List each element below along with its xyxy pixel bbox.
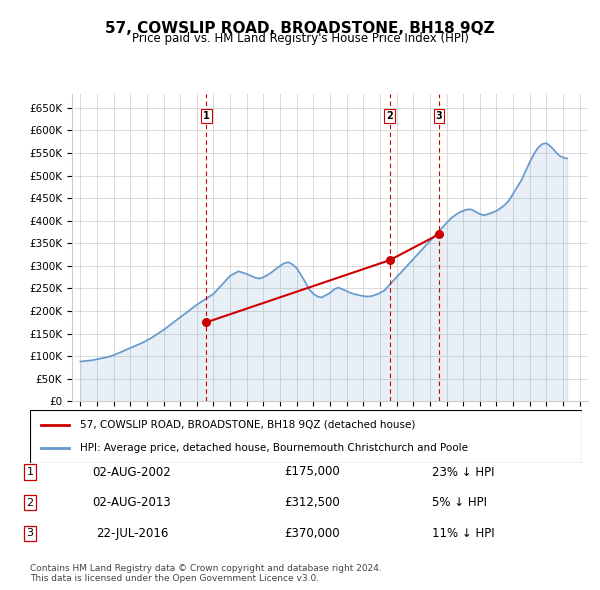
Text: Contains HM Land Registry data © Crown copyright and database right 2024.
This d: Contains HM Land Registry data © Crown c… bbox=[30, 563, 382, 583]
Text: HPI: Average price, detached house, Bournemouth Christchurch and Poole: HPI: Average price, detached house, Bour… bbox=[80, 443, 467, 453]
Text: 5% ↓ HPI: 5% ↓ HPI bbox=[432, 496, 487, 509]
Text: 57, COWSLIP ROAD, BROADSTONE, BH18 9QZ (detached house): 57, COWSLIP ROAD, BROADSTONE, BH18 9QZ (… bbox=[80, 420, 415, 430]
Text: 11% ↓ HPI: 11% ↓ HPI bbox=[432, 527, 494, 540]
Text: 3: 3 bbox=[436, 111, 442, 121]
Point bbox=[434, 230, 444, 239]
FancyBboxPatch shape bbox=[30, 410, 582, 463]
Text: Price paid vs. HM Land Registry's House Price Index (HPI): Price paid vs. HM Land Registry's House … bbox=[131, 32, 469, 45]
Point bbox=[385, 255, 394, 265]
Text: 2: 2 bbox=[386, 111, 393, 121]
Text: 2: 2 bbox=[26, 498, 34, 507]
Text: 23% ↓ HPI: 23% ↓ HPI bbox=[432, 466, 494, 478]
Text: 3: 3 bbox=[26, 529, 34, 538]
Text: 22-JUL-2016: 22-JUL-2016 bbox=[96, 527, 168, 540]
Text: £370,000: £370,000 bbox=[284, 527, 340, 540]
Text: 02-AUG-2002: 02-AUG-2002 bbox=[92, 466, 172, 478]
Text: £175,000: £175,000 bbox=[284, 466, 340, 478]
Text: 02-AUG-2013: 02-AUG-2013 bbox=[92, 496, 172, 509]
Text: £312,500: £312,500 bbox=[284, 496, 340, 509]
Point bbox=[202, 317, 211, 327]
Text: 1: 1 bbox=[26, 467, 34, 477]
Text: 1: 1 bbox=[203, 111, 210, 121]
Text: 57, COWSLIP ROAD, BROADSTONE, BH18 9QZ: 57, COWSLIP ROAD, BROADSTONE, BH18 9QZ bbox=[105, 21, 495, 35]
